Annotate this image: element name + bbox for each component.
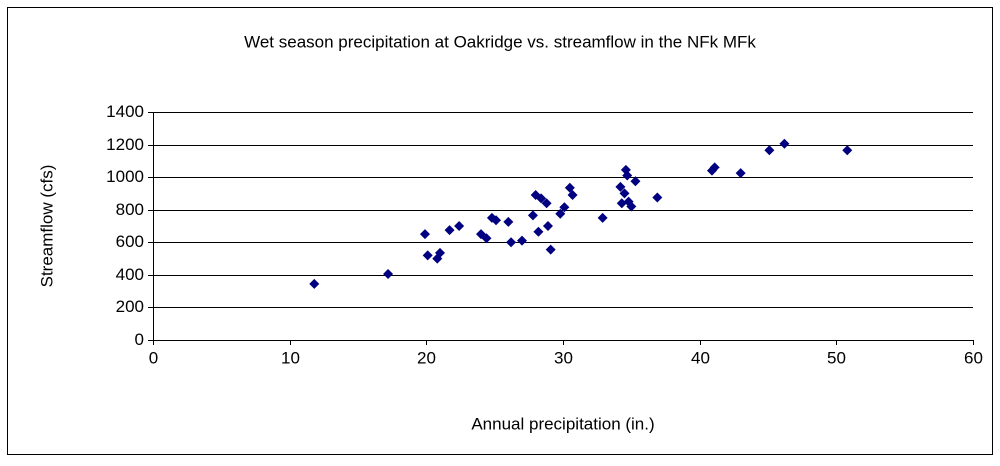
y-tick-label: 200 <box>116 297 144 316</box>
y-tick-label: 800 <box>116 200 144 219</box>
data-point <box>383 269 394 280</box>
data-point <box>652 192 663 203</box>
chart-border <box>7 7 993 455</box>
data-point <box>506 237 517 248</box>
data-point <box>626 201 637 212</box>
x-tick-label: 10 <box>281 348 300 367</box>
data-point <box>422 250 433 261</box>
data-point <box>842 145 853 156</box>
data-point <box>555 208 566 219</box>
data-point <box>630 176 641 187</box>
data-point <box>779 138 790 149</box>
x-tick-label: 40 <box>691 348 710 367</box>
data-point <box>527 210 538 221</box>
data-point <box>517 235 527 246</box>
data-point <box>735 168 746 179</box>
data-point <box>542 221 553 231</box>
data-point <box>622 170 633 181</box>
y-tick-label: 0 <box>135 330 144 349</box>
y-tick-label: 400 <box>116 265 144 284</box>
y-tick-label: 600 <box>116 232 144 251</box>
data-point <box>444 225 455 236</box>
data-point <box>709 162 720 173</box>
y-tick-label: 1000 <box>106 167 144 186</box>
data-point <box>567 190 578 201</box>
chart-title: Wet season precipitation at Oakridge vs.… <box>244 32 756 51</box>
data-point <box>536 193 547 204</box>
data-point <box>564 182 575 193</box>
data-point <box>615 181 626 192</box>
data-point <box>503 216 514 227</box>
y-tick-label: 1200 <box>106 135 144 154</box>
data-point <box>533 226 544 237</box>
data-point <box>491 215 502 226</box>
x-tick-label: 0 <box>149 348 158 367</box>
data-point <box>597 212 608 223</box>
data-point <box>559 202 570 213</box>
y-tick-label: 1400 <box>106 102 144 121</box>
data-point <box>454 221 465 231</box>
data-point <box>619 188 630 199</box>
data-point <box>764 145 775 156</box>
x-tick-label: 20 <box>417 348 436 367</box>
data-point <box>419 229 430 240</box>
y-axis-label: Streamflow (cfs) <box>37 165 56 288</box>
x-tick-label: 50 <box>827 348 846 367</box>
x-tick-label: 30 <box>554 348 573 367</box>
data-point <box>481 233 492 244</box>
x-tick-label: 60 <box>964 348 983 367</box>
data-point <box>435 247 445 258</box>
data-point <box>545 244 556 255</box>
data-point <box>541 198 552 209</box>
data-point <box>616 198 627 209</box>
x-axis-label: Annual precipitation (in.) <box>471 414 654 433</box>
data-point <box>309 278 320 289</box>
